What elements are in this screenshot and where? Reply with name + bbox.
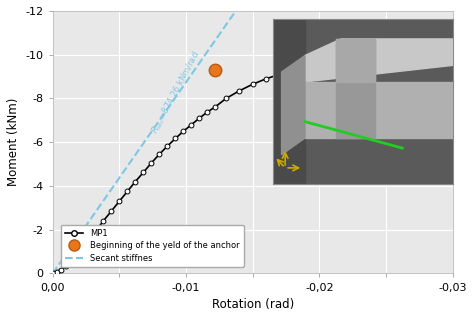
MP1 <box>117 199 122 203</box>
Bar <box>273 19 305 184</box>
MP1 <box>303 66 309 69</box>
MP1 <box>290 69 296 73</box>
MP1 <box>164 144 170 148</box>
MP1 <box>350 58 356 62</box>
Polygon shape <box>305 39 453 82</box>
MP1 <box>370 55 375 59</box>
MP1 <box>197 116 202 120</box>
MP1 <box>109 209 114 213</box>
MP1 <box>140 170 146 174</box>
MP1 <box>383 52 389 56</box>
MP1 <box>181 129 186 133</box>
MP1 <box>58 268 64 272</box>
MP1 <box>54 270 60 273</box>
Line: MP1: MP1 <box>50 39 435 276</box>
MP1 <box>250 82 255 86</box>
MP1 <box>223 97 229 100</box>
MP1 <box>423 41 429 45</box>
Bar <box>336 39 375 138</box>
MP1 <box>156 152 162 156</box>
MP1 <box>205 110 210 114</box>
MP1 <box>63 265 69 268</box>
MP1 <box>82 244 88 247</box>
Bar <box>336 39 375 82</box>
MP1 <box>337 60 342 64</box>
MP1 <box>410 45 416 49</box>
MP1 <box>397 49 402 53</box>
MP1 <box>356 58 362 61</box>
MP1 <box>76 250 82 254</box>
MP1 <box>125 190 130 193</box>
MP1 <box>263 77 269 81</box>
MP1 <box>67 261 73 265</box>
MP1 <box>50 272 55 275</box>
MP1 <box>237 89 242 93</box>
MP1 <box>148 161 154 165</box>
MP1 <box>71 256 77 259</box>
X-axis label: Rotation (rad): Rotation (rad) <box>211 298 294 311</box>
MP1 <box>430 39 436 43</box>
MP1 <box>133 180 138 183</box>
MP1 <box>100 219 106 223</box>
MP1 <box>212 105 218 109</box>
MP1 <box>94 228 100 232</box>
MP1 <box>189 123 194 127</box>
MP1 <box>276 73 282 76</box>
Y-axis label: Moment (kNm): Moment (kNm) <box>7 98 20 186</box>
MP1 <box>87 236 93 240</box>
Text: $R_{sec}$=874.26 kNm/rad: $R_{sec}$=874.26 kNm/rad <box>149 49 203 136</box>
MP1 <box>317 63 322 66</box>
MP1 <box>330 60 336 64</box>
Polygon shape <box>282 55 305 155</box>
Polygon shape <box>305 82 453 138</box>
Legend: MP1, Beginning of the yeld of the anchor, Secant stiffnes: MP1, Beginning of the yeld of the anchor… <box>61 225 244 267</box>
MP1 <box>343 59 349 63</box>
MP1 <box>173 137 178 141</box>
